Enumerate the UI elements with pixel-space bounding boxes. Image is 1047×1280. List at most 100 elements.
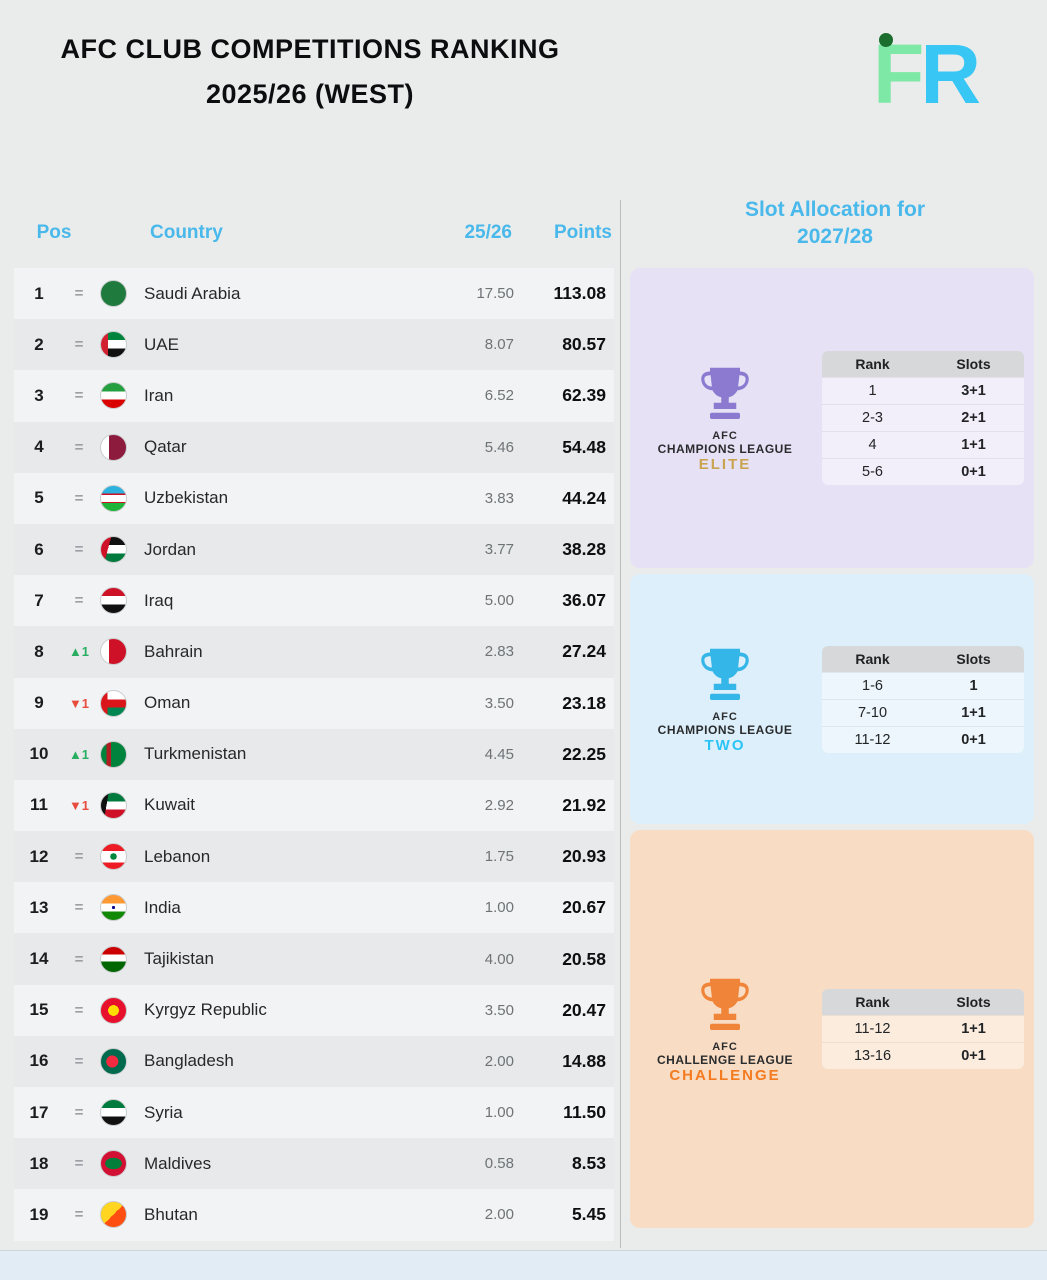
slot-mini-table-header: Rank Slots: [822, 645, 1024, 672]
table-row: 2 = UAE 8.07 80.57: [14, 319, 614, 371]
table-row: 12 = Lebanon 1.75 20.93: [14, 831, 614, 883]
slot-section-challenge: AFC CHALLENGE LEAGUE CHALLENGE Rank Slots 11-…: [630, 830, 1034, 1228]
country-name: Jordan: [144, 539, 196, 559]
season-points: 4.00: [484, 950, 514, 968]
slot-count: 0+1: [961, 464, 986, 480]
country-flag-icon: [100, 536, 127, 564]
row-pos: 2: [34, 334, 44, 354]
table-row: 14 = Tajikistan 4.00 20.58: [14, 933, 614, 985]
rank-same-icon: =: [74, 899, 84, 917]
slot-mini-table: Rank Slots 11-12 1+1 13-16 0+1: [822, 989, 1024, 1069]
rank-header: Rank: [855, 994, 890, 1010]
row-pos: 5: [34, 488, 44, 508]
slot-mini-table-header: Rank Slots: [822, 989, 1024, 1015]
slots-header: Slots: [956, 356, 991, 372]
season-points: 6.52: [484, 387, 514, 405]
season-points: 1.00: [484, 899, 514, 917]
country-flag-icon: [100, 1099, 127, 1127]
country-name: Syria: [144, 1102, 183, 1122]
row-pos: 18: [29, 1153, 49, 1173]
total-points: 20.67: [562, 897, 606, 918]
rank-same-icon: =: [74, 950, 84, 968]
vertical-divider: [620, 200, 621, 1248]
slot-rank-range: 2-3: [862, 410, 883, 426]
row-pos: 6: [34, 539, 44, 559]
rank-up-icon: ▲1: [68, 746, 90, 762]
row-pos: 17: [29, 1102, 49, 1122]
slot-rank-range: 7-10: [857, 704, 888, 721]
ranking-table: 1 = Saudi Arabia 17.50 113.08 2 = UAE 8.07 80.57 3…: [14, 268, 614, 1241]
table-row: 18 = Maldives 0.58 8.53: [14, 1138, 614, 1190]
competition-logo-tier: ELITE: [698, 455, 752, 473]
season-points: 2.00: [484, 1206, 514, 1224]
total-points: 5.45: [571, 1204, 606, 1225]
table-row: 10 ▲1 Turkmenistan 4.45 22.25: [14, 728, 614, 780]
competition-logo-tier: TWO: [704, 736, 746, 754]
country-flag-icon: [100, 894, 127, 922]
slot-rank-range: 11-12: [854, 731, 891, 748]
season-points: 2.83: [484, 643, 514, 661]
country-name: Bahrain: [144, 641, 203, 661]
trophy-icon: [701, 367, 749, 419]
slot-section-acl-two: AFC CHAMPIONS LEAGUE TWO Rank Slots 1-6 1 7-10 1…: [630, 574, 1034, 824]
column-header-country: Country: [150, 222, 223, 243]
total-points: 54.48: [562, 436, 606, 457]
table-row: 7 = Iraq 5.00 36.07: [14, 575, 614, 627]
competition-logo-afc: AFC: [712, 710, 738, 723]
slot-rule-row: 11-12 1+1: [822, 1015, 1024, 1042]
season-points: 3.77: [484, 541, 514, 559]
country-flag-icon: [100, 331, 127, 359]
country-flag-icon: [100, 1047, 127, 1075]
slot-panel-title-line1: Slot Allocation for: [744, 198, 926, 221]
rank-same-icon: =: [74, 1155, 84, 1173]
total-points: 80.57: [562, 334, 606, 355]
country-name: Qatar: [144, 437, 187, 457]
slot-rule-row: 1-6 1: [822, 671, 1024, 699]
table-row: 13 = India 1.00 20.67: [14, 882, 614, 934]
row-pos: 8: [34, 641, 44, 661]
table-row: 19 = Bhutan 2.00 5.45: [14, 1189, 614, 1241]
column-header-points: Points: [553, 222, 612, 243]
rank-same-icon: =: [74, 285, 84, 303]
slot-panel-title: Slot Allocation for 2027/28: [640, 196, 1030, 250]
rank-same-icon: =: [74, 387, 84, 405]
rank-same-icon: =: [74, 438, 84, 456]
country-name: Bhutan: [144, 1204, 198, 1224]
country-flag-icon: [100, 587, 127, 615]
slot-rank-range: 11-12: [854, 1021, 891, 1037]
country-name: Oman: [144, 693, 191, 713]
rank-same-icon: =: [74, 541, 84, 559]
country-name: India: [144, 897, 181, 917]
country-flag-icon: [100, 791, 127, 819]
season-points: 1.75: [484, 848, 514, 866]
country-name: UAE: [144, 334, 179, 354]
slot-rank-range: 1: [868, 383, 877, 399]
fr-logo-letter-f: F: [873, 27, 924, 121]
rank-same-icon: =: [74, 489, 84, 507]
table-row: 6 = Jordan 3.77 38.28: [14, 523, 614, 576]
slot-mini-table: Rank Slots 1 3+1 2-3 2+1 4 1+1 5-6 0+1: [822, 351, 1024, 485]
country-name: Saudi Arabia: [144, 283, 241, 303]
country-flag-icon: [100, 280, 127, 308]
slot-rule-row: 11-12 0+1: [822, 725, 1024, 753]
total-points: 44.24: [562, 487, 606, 508]
country-flag-icon: [100, 433, 127, 461]
row-pos: 14: [29, 949, 49, 969]
table-row: 17 = Syria 1.00 11.50: [14, 1087, 614, 1139]
row-pos: 10: [29, 744, 49, 764]
total-points: 21.92: [562, 794, 606, 815]
fr-logo-letter-r: R: [920, 27, 981, 121]
season-points: 0.58: [484, 1155, 514, 1173]
season-points: 3.50: [484, 694, 514, 712]
row-pos: 4: [34, 437, 44, 457]
row-pos: 19: [29, 1204, 49, 1224]
total-points: 20.93: [562, 846, 606, 867]
country-flag-icon: [100, 996, 127, 1024]
table-row: 11 ▼1 Kuwait 2.92 21.92: [14, 779, 614, 832]
slot-rule-row: 4 1+1: [822, 431, 1024, 458]
season-points: 8.07: [484, 336, 514, 354]
slot-rank-range: 13-16: [853, 1048, 892, 1064]
row-pos: 16: [29, 1051, 49, 1071]
row-pos: 12: [29, 846, 49, 866]
